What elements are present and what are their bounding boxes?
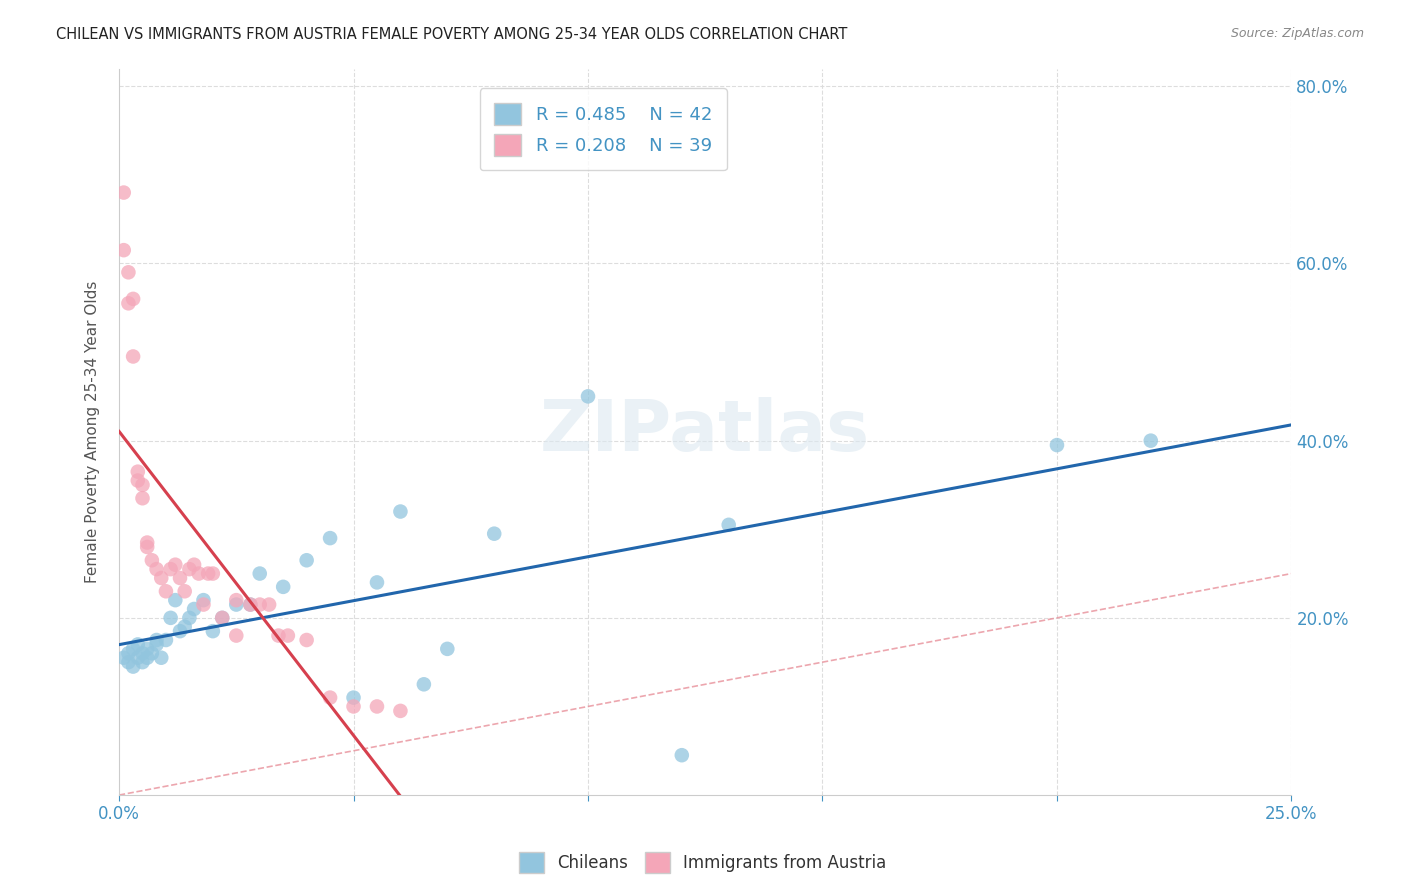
Point <box>117 655 139 669</box>
Point <box>159 611 181 625</box>
Point <box>173 584 195 599</box>
Point <box>193 598 215 612</box>
Point <box>484 526 506 541</box>
Point <box>127 474 149 488</box>
Point <box>201 566 224 581</box>
Point <box>295 553 318 567</box>
Point <box>193 593 215 607</box>
Point <box>112 186 135 200</box>
Point <box>277 629 299 643</box>
Point <box>436 641 458 656</box>
Text: CHILEAN VS IMMIGRANTS FROM AUSTRIA FEMALE POVERTY AMONG 25-34 YEAR OLDS CORRELAT: CHILEAN VS IMMIGRANTS FROM AUSTRIA FEMAL… <box>56 27 848 42</box>
Point <box>249 566 271 581</box>
Point <box>1046 438 1069 452</box>
Point <box>271 580 294 594</box>
Point <box>127 465 149 479</box>
Text: ZIPatlas: ZIPatlas <box>540 397 870 467</box>
Point <box>136 540 159 554</box>
Point <box>671 748 693 763</box>
Point <box>136 535 159 549</box>
Point <box>389 704 412 718</box>
Y-axis label: Female Poverty Among 25-34 Year Olds: Female Poverty Among 25-34 Year Olds <box>86 281 100 583</box>
Point <box>131 478 153 492</box>
Point <box>295 632 318 647</box>
Point <box>117 646 139 660</box>
Point <box>117 265 139 279</box>
Point <box>257 598 280 612</box>
Point <box>165 593 187 607</box>
Point <box>187 566 209 581</box>
Point <box>412 677 434 691</box>
Point <box>201 624 224 639</box>
Point <box>122 641 145 656</box>
Point <box>239 598 262 612</box>
Point <box>122 292 145 306</box>
Point <box>319 531 342 545</box>
Point <box>141 646 163 660</box>
Legend: Chileans, Immigrants from Austria: Chileans, Immigrants from Austria <box>513 846 893 880</box>
Point <box>366 699 388 714</box>
Point <box>169 571 191 585</box>
Point <box>131 646 153 660</box>
Point <box>136 641 159 656</box>
Point <box>366 575 388 590</box>
Point <box>319 690 342 705</box>
Point <box>225 598 247 612</box>
Point <box>576 389 599 403</box>
Point <box>155 584 177 599</box>
Point <box>117 296 139 310</box>
Point <box>145 562 167 576</box>
Point <box>389 504 412 518</box>
Point <box>131 491 153 506</box>
Point <box>179 611 201 625</box>
Text: Source: ZipAtlas.com: Source: ZipAtlas.com <box>1230 27 1364 40</box>
Point <box>173 620 195 634</box>
Point <box>122 350 145 364</box>
Point <box>211 611 233 625</box>
Point <box>197 566 219 581</box>
Point <box>150 650 173 665</box>
Point <box>127 650 149 665</box>
Point <box>131 655 153 669</box>
Point <box>122 659 145 673</box>
Point <box>1139 434 1161 448</box>
Point <box>183 558 205 572</box>
Point <box>159 562 181 576</box>
Point <box>165 558 187 572</box>
Point <box>179 562 201 576</box>
Legend: R = 0.485    N = 42, R = 0.208    N = 39: R = 0.485 N = 42, R = 0.208 N = 39 <box>479 88 727 170</box>
Point <box>342 690 364 705</box>
Point <box>342 699 364 714</box>
Point <box>211 611 233 625</box>
Point <box>717 517 740 532</box>
Point <box>136 650 159 665</box>
Point <box>145 632 167 647</box>
Point <box>127 637 149 651</box>
Point <box>267 629 290 643</box>
Point <box>145 637 167 651</box>
Point <box>239 598 262 612</box>
Point <box>141 553 163 567</box>
Point <box>112 243 135 257</box>
Point <box>155 632 177 647</box>
Point <box>225 593 247 607</box>
Point <box>249 598 271 612</box>
Point <box>183 602 205 616</box>
Point <box>150 571 173 585</box>
Point <box>112 650 135 665</box>
Point <box>169 624 191 639</box>
Point <box>225 629 247 643</box>
